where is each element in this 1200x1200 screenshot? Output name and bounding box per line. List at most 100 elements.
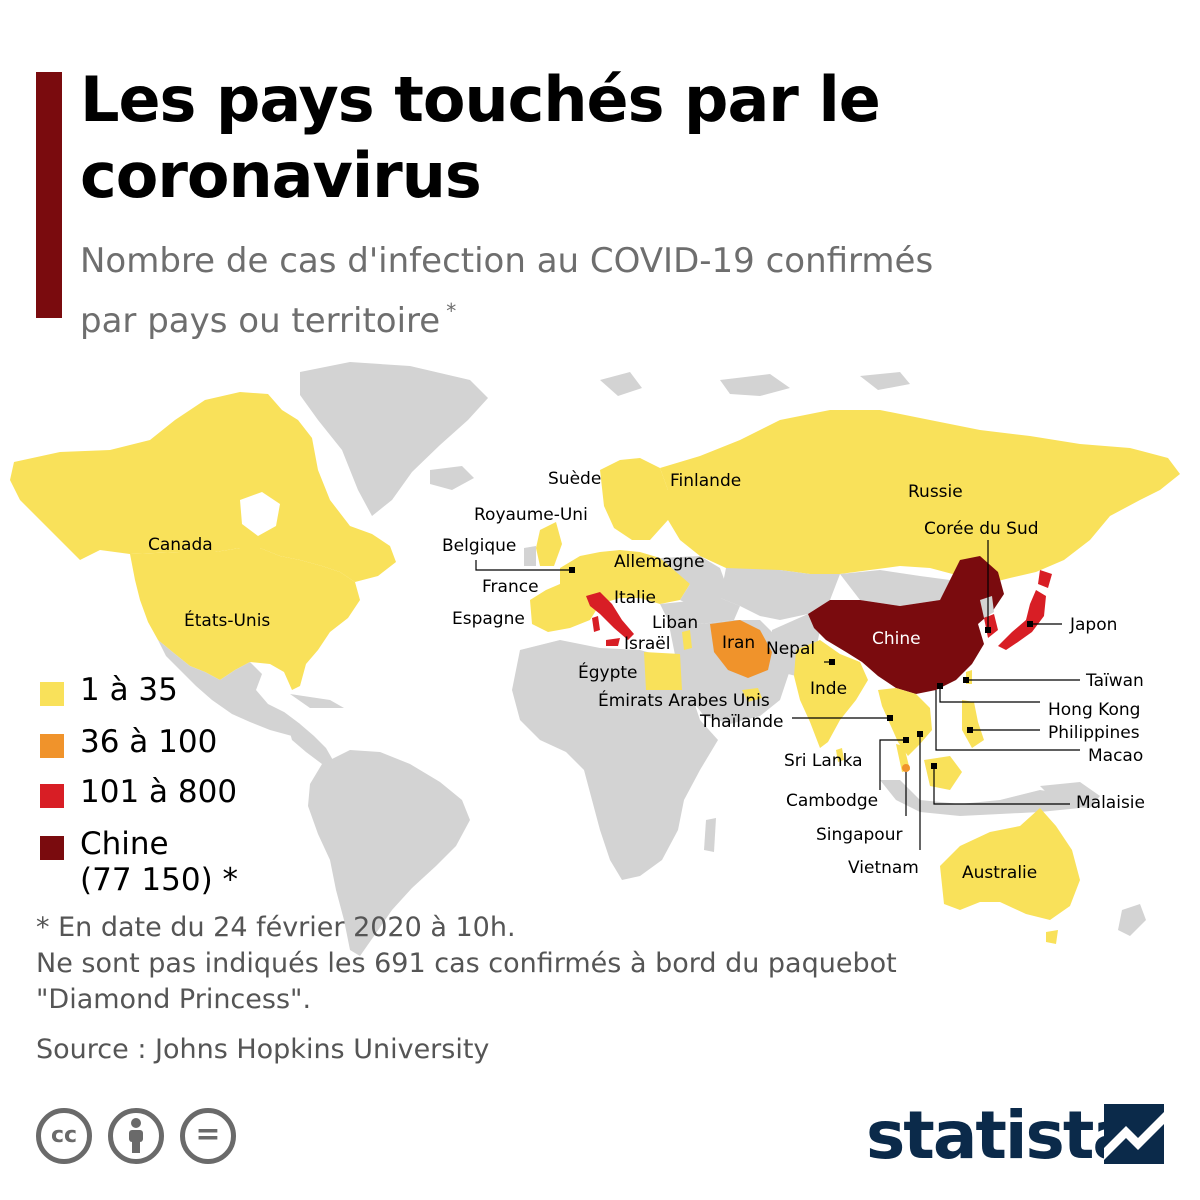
source-text: Source : Johns Hopkins University — [36, 1034, 490, 1065]
label-israel: Israël — [624, 634, 670, 654]
uk — [536, 522, 562, 566]
attribution-icon[interactable] — [108, 1108, 164, 1164]
italy — [586, 592, 634, 640]
africa — [512, 640, 718, 880]
indonesia — [880, 780, 1080, 816]
label-royaume-uni: Royaume-Uni — [474, 505, 588, 525]
label-hong-kong: Hong Kong — [1048, 700, 1140, 720]
marker-vietnam — [917, 731, 923, 737]
tasmania — [1046, 930, 1058, 944]
marker-belgique — [569, 567, 575, 573]
label-inde: Inde — [810, 679, 847, 699]
map-labels: Canada États-Unis Suède Finlande Russie … — [148, 469, 1145, 883]
label-suede: Suède — [548, 469, 601, 489]
footnote: * En date du 24 février 2020 à 10h. Ne s… — [36, 910, 897, 1018]
marker-singapour — [902, 764, 910, 772]
hokkaido — [1038, 570, 1052, 588]
subtitle-text: Nombre de cas d'infection au COVID-19 co… — [80, 241, 934, 341]
sicily — [606, 638, 620, 646]
label-finlande: Finlande — [670, 471, 741, 491]
statista-logo-text[interactable]: statista — [866, 1097, 1137, 1174]
eastern-europe — [660, 556, 728, 610]
marker-cambodge — [903, 737, 909, 743]
marker-philippines — [967, 727, 973, 733]
legend-swatch-darkred — [40, 836, 64, 860]
japan — [998, 590, 1046, 650]
south-america — [308, 750, 470, 956]
madagascar — [704, 818, 716, 852]
central-america — [284, 712, 334, 764]
mexico — [158, 640, 300, 736]
legend-label: 36 à 100 — [80, 724, 218, 760]
label-cambodge: Cambodge — [786, 791, 878, 811]
equals-icon: = — [195, 1117, 221, 1152]
lebanon-israel — [682, 630, 692, 650]
mongolia — [840, 570, 950, 606]
callout-lines — [475, 540, 1080, 850]
legend-swatch-red — [40, 784, 64, 808]
cc-icon[interactable]: cc — [36, 1108, 92, 1164]
australia — [940, 808, 1080, 920]
label-malaisie: Malaisie — [1076, 793, 1145, 813]
leader-malaisie — [933, 766, 1070, 805]
label-thailande: Thaïlande — [699, 712, 783, 732]
korea-south — [984, 614, 998, 638]
label-usa: États-Unis — [184, 609, 270, 631]
legend-label: Chine — [80, 826, 169, 862]
hudson-bay — [240, 492, 280, 536]
scandinavia — [600, 458, 668, 540]
iran — [710, 620, 772, 678]
label-macao: Macao — [1088, 746, 1143, 766]
borneo — [924, 756, 962, 790]
central-asia — [720, 568, 840, 620]
china — [808, 556, 1004, 694]
label-emirats: Émirats Arabes Unis — [598, 689, 770, 711]
label-sri-lanka: Sri Lanka — [784, 751, 863, 771]
label-allemagne: Allemagne — [614, 552, 705, 572]
marker-nepal — [829, 659, 835, 665]
new-zealand — [1118, 904, 1146, 936]
legend-label-count: (77 150) * — [80, 862, 239, 898]
sardinia — [592, 616, 600, 632]
legend-label: 1 à 35 — [80, 672, 178, 708]
page-title: Les pays touchés par le coronavirus — [80, 63, 881, 212]
russia — [660, 410, 1180, 584]
marker-coree — [985, 627, 991, 633]
label-liban: Liban — [652, 613, 698, 633]
statista-logo-icon — [1104, 1104, 1164, 1164]
no-derivatives-icon[interactable]: = — [180, 1108, 236, 1164]
callout-markers — [569, 567, 1033, 772]
label-russie: Russie — [908, 482, 963, 502]
indochina — [878, 688, 932, 756]
legend-label: 101 à 800 — [80, 774, 238, 810]
world-map: Canada États-Unis Suède Finlande Russie … — [10, 362, 1180, 956]
ireland — [524, 546, 536, 566]
label-chine: Chine — [872, 629, 921, 649]
leader-hongkong — [939, 686, 1040, 703]
egypt — [644, 652, 682, 690]
svalbard — [600, 372, 642, 396]
label-egypte: Égypte — [578, 661, 638, 683]
subtitle-footnote-mark: * — [446, 299, 457, 323]
turkey — [660, 598, 740, 624]
korea-north — [980, 596, 994, 618]
nepal — [822, 650, 842, 662]
label-japon: Japon — [1069, 615, 1117, 635]
label-coree: Corée du Sud — [924, 519, 1039, 539]
person-icon — [129, 1118, 143, 1153]
iceland — [430, 466, 474, 490]
page-subtitle: Nombre de cas d'infection au COVID-19 co… — [80, 236, 980, 346]
leader-belgique — [475, 560, 572, 571]
greenland — [300, 362, 488, 516]
marker-taiwan — [963, 677, 969, 683]
footnote-line-2: Ne sont pas indiqués les 691 cas confirm… — [36, 948, 897, 979]
india — [794, 640, 868, 748]
papua — [1040, 782, 1100, 808]
marker-hongkong — [937, 683, 943, 689]
philippines — [962, 700, 984, 748]
usa — [130, 548, 360, 690]
cc-icon-text: cc — [50, 1123, 78, 1148]
sri-lanka — [836, 748, 844, 762]
label-philippines: Philippines — [1048, 723, 1140, 743]
footnote-line-1: * En date du 24 février 2020 à 10h. — [36, 912, 516, 943]
